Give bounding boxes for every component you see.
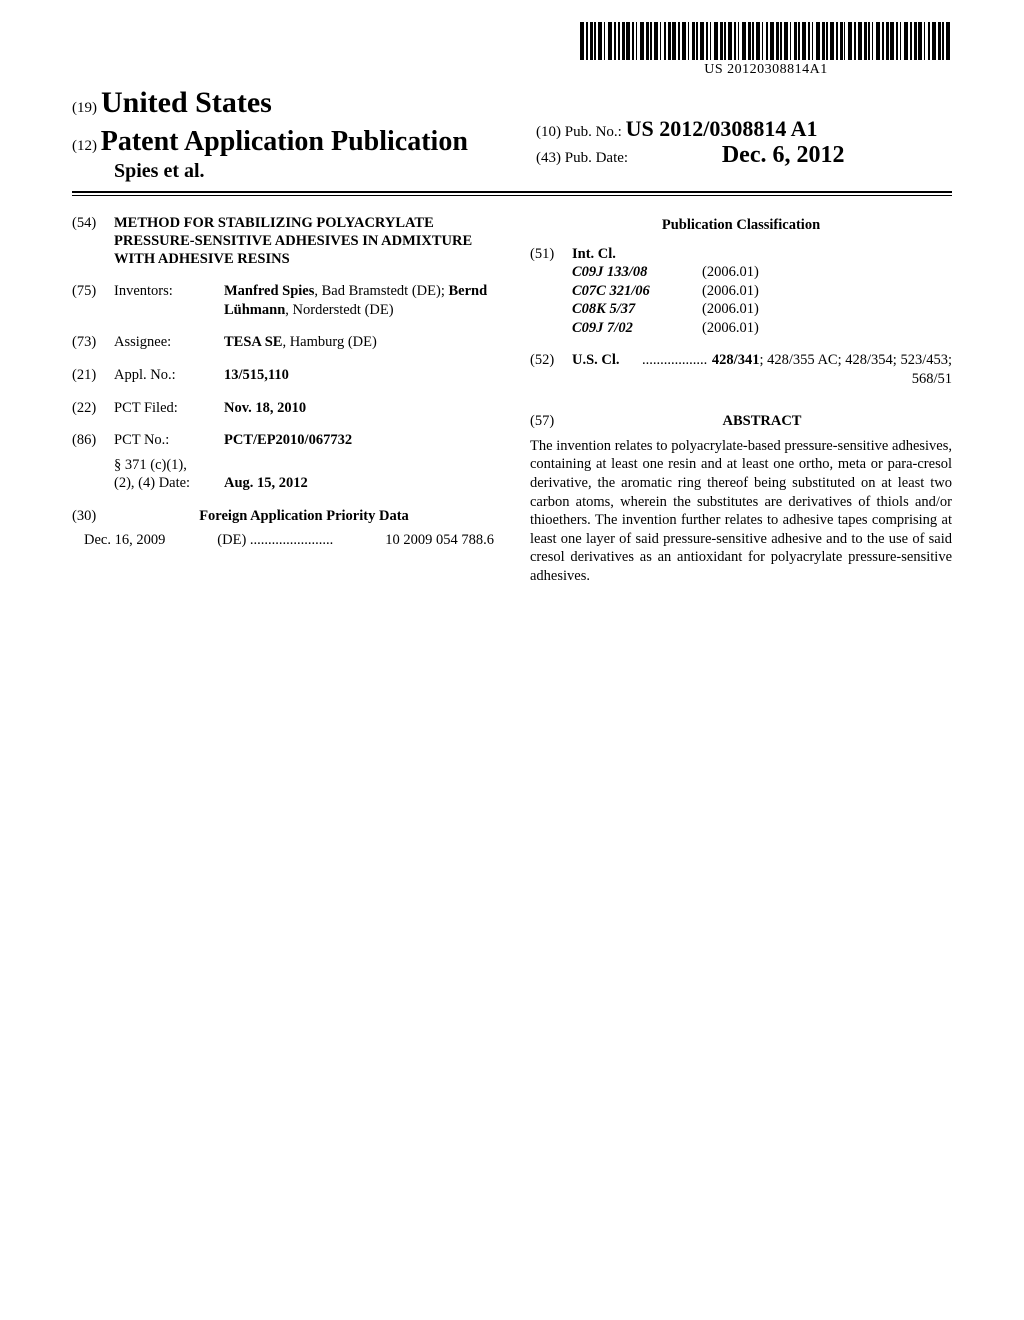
val-52: 428/341; 428/355 AC; 428/354; 523/453; 5… (707, 351, 952, 388)
intcl-ver: (2006.01) (702, 319, 822, 338)
priority-no: 10 2009 054 788.6 (385, 531, 494, 550)
intcl-code: C08K 5/37 (572, 300, 702, 319)
line-19: (19) United States (72, 86, 952, 120)
dots: .................. (642, 351, 707, 388)
barcode (580, 22, 952, 60)
prefix-12: (12) (72, 138, 97, 154)
intcl-code: C07C 321/06 (572, 282, 702, 301)
field-73: (73) Assignee: TESA SE, Hamburg (DE) (72, 333, 494, 352)
abstract-hdr: ABSTRACT (572, 412, 952, 431)
barcode-block: US 20120308814A1 (580, 22, 952, 78)
right-column: Publication Classification (51) Int. Cl.… (530, 214, 952, 585)
field-75: (75) Inventors: Manfred Spies, Bad Brams… (72, 282, 494, 319)
priority-cc-text: (DE) (217, 532, 246, 548)
intcl-row: C08K 5/37(2006.01) (572, 300, 952, 319)
num-30: (30) (72, 507, 114, 526)
num-52: (52) (530, 351, 572, 388)
abstract-body: The invention relates to polyacrylate-ba… (530, 437, 952, 585)
inventor-1-name: Manfred Spies (224, 283, 314, 299)
label-21: Appl. No.: (114, 366, 224, 385)
label-86: PCT No.: (114, 431, 224, 450)
barcode-text: US 20120308814A1 (580, 62, 952, 78)
intcl-ver: (2006.01) (702, 282, 822, 301)
header-right: (10) Pub. No.: US 2012/0308814 A1 (43) P… (536, 116, 844, 169)
field-371: § 371 (c)(1), (2), (4) Date: Aug. 15, 20… (72, 456, 494, 493)
field-51: (51) Int. Cl. (530, 245, 952, 264)
intcl-row: C07C 321/06(2006.01) (572, 282, 952, 301)
prefix-19: (19) (72, 100, 97, 116)
num-57: (57) (530, 412, 572, 431)
val-22: Nov. 18, 2010 (224, 399, 494, 418)
pubclass-hdr: Publication Classification (530, 216, 952, 235)
num-73: (73) (72, 333, 114, 352)
inventor-2-loc: , Norderstedt (DE) (285, 302, 393, 318)
country: United States (101, 86, 272, 119)
field-21: (21) Appl. No.: 13/515,110 (72, 366, 494, 385)
intcl-row: C09J 133/08(2006.01) (572, 263, 952, 282)
field-22: (22) PCT Filed: Nov. 18, 2010 (72, 399, 494, 418)
assignee-loc: , Hamburg (DE) (282, 334, 376, 350)
patent-front-page: US 20120308814A1 (19) United States (12)… (0, 0, 1024, 1320)
pub-no: US 2012/0308814 A1 (626, 116, 818, 141)
intcl-row: C09J 7/02(2006.01) (572, 319, 952, 338)
label-51: Int. Cl. (572, 245, 616, 264)
field-54: (54) METHOD FOR STABILIZING POLYACRYLATE… (72, 214, 494, 268)
num-54: (54) (72, 214, 114, 268)
val-371: Aug. 15, 2012 (224, 474, 494, 493)
label-371-line1: § 371 (c)(1), (114, 456, 224, 475)
priority-date: Dec. 16, 2009 (84, 531, 165, 550)
pub-date-prefix: (43) Pub. Date: (536, 150, 628, 166)
num-21: (21) (72, 366, 114, 385)
val-73: TESA SE, Hamburg (DE) (224, 333, 494, 352)
field-57: (57) ABSTRACT (530, 412, 952, 431)
val-75: Manfred Spies, Bad Bramstedt (DE); Bernd… (224, 282, 494, 319)
intcl-ver: (2006.01) (702, 263, 822, 282)
num-22: (22) (72, 399, 114, 418)
label-73: Assignee: (114, 333, 224, 352)
intcl-table: C09J 133/08(2006.01) C07C 321/06(2006.01… (572, 263, 952, 337)
label-371: § 371 (c)(1), (2), (4) Date: (114, 456, 224, 493)
num-371-blank (72, 456, 114, 493)
intcl-code: C09J 133/08 (572, 263, 702, 282)
doc-type: Patent Application Publication (101, 126, 468, 157)
rule-thick (72, 191, 952, 193)
rule-thin (72, 195, 952, 196)
pub-date-line: (43) Pub. Date: Dec. 6, 2012 (536, 142, 844, 169)
hdr-30: Foreign Application Priority Data (114, 507, 494, 526)
pub-no-prefix: (10) Pub. No.: (536, 124, 622, 140)
num-86: (86) (72, 431, 114, 450)
num-75: (75) (72, 282, 114, 319)
intcl-ver: (2006.01) (702, 300, 822, 319)
body-columns: (54) METHOD FOR STABILIZING POLYACRYLATE… (72, 214, 952, 585)
field-30: (30) Foreign Application Priority Data (72, 507, 494, 526)
uscl-rest: ; 428/355 AC; 428/354; 523/453; 568/51 (759, 352, 952, 387)
priority-cc: (DE) ....................... (217, 531, 333, 550)
intcl-code: C09J 7/02 (572, 319, 702, 338)
field-52: (52) U.S. Cl. .................. 428/341… (530, 351, 952, 388)
left-column: (54) METHOD FOR STABILIZING POLYACRYLATE… (72, 214, 494, 585)
label-52: U.S. Cl. (572, 351, 642, 388)
val-21: 13/515,110 (224, 366, 494, 385)
title-54: METHOD FOR STABILIZING POLYACRYLATE PRES… (114, 214, 494, 268)
pub-date: Dec. 6, 2012 (722, 142, 845, 168)
pub-no-line: (10) Pub. No.: US 2012/0308814 A1 (536, 116, 844, 142)
priority-row: Dec. 16, 2009 (DE) .....................… (72, 531, 494, 550)
uscl-primary: 428/341 (712, 352, 760, 368)
num-51: (51) (530, 245, 572, 264)
label-371-line2: (2), (4) Date: (114, 474, 224, 493)
label-75: Inventors: (114, 282, 224, 319)
field-86: (86) PCT No.: PCT/EP2010/067732 (72, 431, 494, 450)
inventor-1-loc: , Bad Bramstedt (DE); (314, 283, 448, 299)
val-86: PCT/EP2010/067732 (224, 431, 494, 450)
label-22: PCT Filed: (114, 399, 224, 418)
assignee-name: TESA SE (224, 334, 282, 350)
